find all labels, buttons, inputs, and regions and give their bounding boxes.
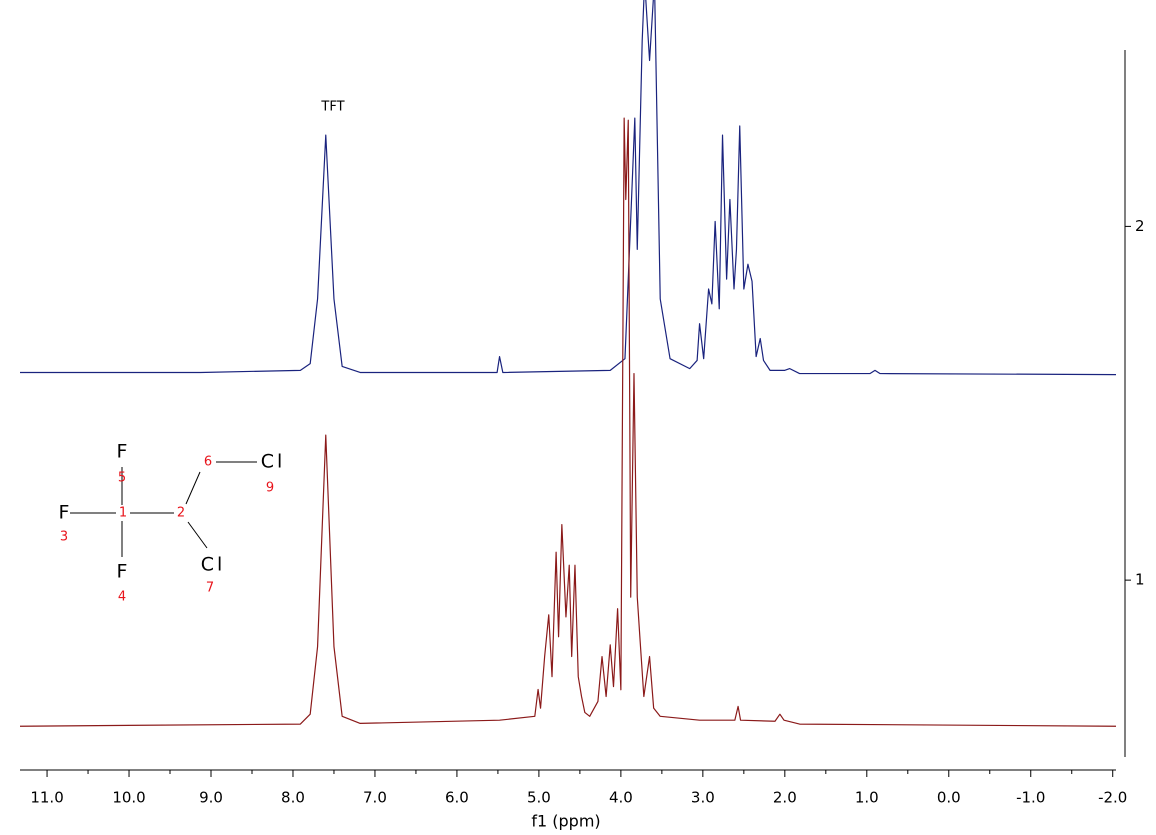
bond xyxy=(185,471,201,505)
x-tick-label: -1.0 xyxy=(1016,789,1045,807)
structure: F F F Cl Cl 1 2 3 4 5 6 7 9 xyxy=(59,441,286,605)
locant: 7 xyxy=(206,581,214,596)
x-tick-label: 10.0 xyxy=(112,789,145,807)
x-tick-label: 5.0 xyxy=(527,789,551,807)
locant: 9 xyxy=(266,481,274,496)
x-tick-label: 8.0 xyxy=(281,789,305,807)
atom: F xyxy=(59,502,70,524)
x-tick-label: 3.0 xyxy=(691,789,715,807)
locant: 6 xyxy=(204,455,212,470)
y-tick-label: 2 xyxy=(1135,217,1145,235)
locant: 4 xyxy=(118,590,126,605)
x-tick-label: 9.0 xyxy=(199,789,223,807)
plot-area xyxy=(19,0,1117,727)
atom: Cl xyxy=(261,451,286,473)
spectrum-line xyxy=(19,117,1117,727)
x-tick-label: 7.0 xyxy=(363,789,387,807)
x-tick-label: 11.0 xyxy=(30,789,63,807)
x-tick-label: 4.0 xyxy=(609,789,633,807)
x-tick-label: 6.0 xyxy=(445,789,469,807)
atom: F xyxy=(117,561,128,583)
atom: F xyxy=(117,441,128,463)
spectrum-line xyxy=(20,0,1117,376)
x-axis-label: f1 (ppm) xyxy=(531,812,600,831)
bond xyxy=(187,521,208,549)
x-tick-label: 2.0 xyxy=(773,789,797,807)
y-tick-label: 1 xyxy=(1135,571,1145,589)
locant: 5 xyxy=(118,471,126,486)
x-tick-label: 1.0 xyxy=(855,789,879,807)
locant: 1 xyxy=(119,506,127,521)
locant: 2 xyxy=(177,506,185,521)
x-tick-label: -2.0 xyxy=(1098,789,1127,807)
atom: Cl xyxy=(201,554,226,576)
x-tick-label: 0.0 xyxy=(937,789,961,807)
locant: 3 xyxy=(60,530,68,545)
annotation: TFT xyxy=(320,100,344,115)
